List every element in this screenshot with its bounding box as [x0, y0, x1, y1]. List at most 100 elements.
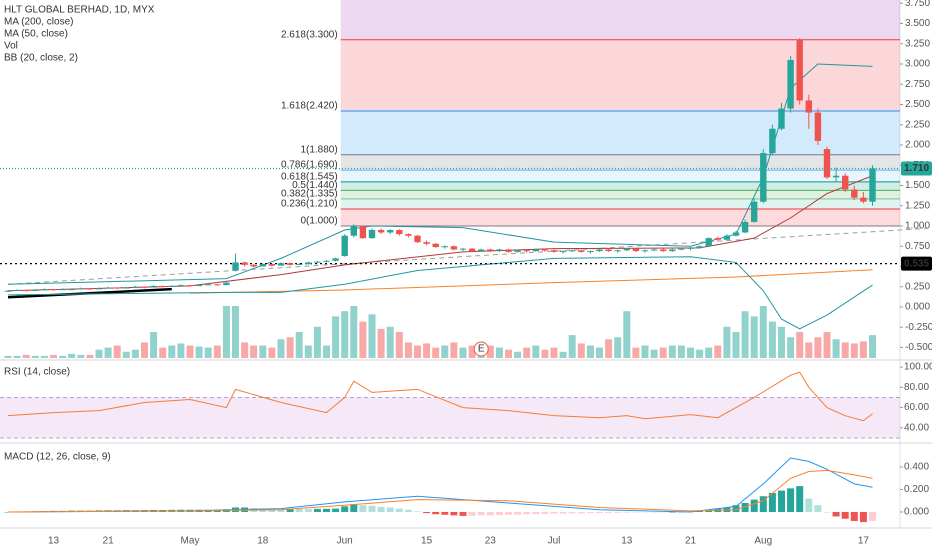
macd-histogram-bar — [495, 511, 503, 516]
candle-body — [569, 250, 576, 252]
candle-body — [869, 168, 876, 202]
candle-body — [4, 290, 12, 292]
volume-bar — [614, 337, 622, 358]
candle-body — [104, 287, 112, 289]
volume-bar — [95, 349, 103, 358]
volume-bar — [159, 347, 167, 358]
volume-bar — [177, 343, 185, 358]
macd-histogram-bar — [432, 511, 440, 515]
candle-body — [95, 288, 103, 290]
volume-bar — [687, 347, 694, 358]
y-tick-label: 3.250 — [905, 38, 930, 49]
pane-title: RSI (14, close) — [4, 367, 70, 378]
y-tick-label: -0.500 — [905, 342, 932, 353]
y-tick-label: 1.250 — [905, 200, 930, 211]
candle-body — [823, 149, 831, 178]
candle-body — [68, 289, 75, 291]
candle-body — [132, 286, 139, 288]
candle-body — [814, 112, 822, 141]
macd-histogram-bar — [304, 509, 312, 512]
macd-histogram-bar — [850, 511, 858, 521]
fib-label: 0.618(1.545) — [281, 171, 338, 182]
candle-body — [250, 264, 257, 267]
fib-label: 1(1.880) — [300, 144, 337, 155]
volume-bar — [195, 346, 203, 358]
candle-body — [432, 243, 439, 248]
macd-histogram-bar — [486, 511, 494, 516]
y-tick-label: -0.250 — [905, 322, 932, 333]
volume-bar — [495, 347, 503, 358]
x-tick-label: Aug — [754, 536, 772, 547]
macd-histogram-bar — [750, 499, 758, 512]
volume-bar — [714, 345, 722, 358]
macd-histogram-bar — [350, 504, 358, 512]
fib-zone — [340, 181, 900, 191]
y-tick-label: 1.500 — [905, 180, 930, 191]
volume-bar — [122, 351, 130, 358]
volume-bar — [523, 347, 531, 358]
volume-bar — [450, 342, 458, 358]
x-tick-label: Jun — [337, 536, 353, 547]
macd-line — [7, 469, 873, 513]
volume-bar — [77, 354, 85, 358]
candle-body — [578, 250, 585, 252]
candle-body — [496, 249, 503, 251]
volume-bar — [641, 345, 649, 358]
macd-histogram-bar — [696, 510, 704, 512]
volume-bar — [814, 337, 822, 358]
candle-body — [641, 250, 649, 252]
volume-bar — [586, 345, 594, 358]
macd-histogram-bar — [741, 502, 749, 512]
candle-body — [778, 108, 785, 129]
rsi-band — [0, 397, 900, 438]
candle-body — [59, 289, 66, 291]
volume-bar — [232, 306, 239, 358]
y-tick-label: 3.500 — [905, 18, 930, 29]
macd-histogram-bar — [586, 511, 594, 514]
volume-bar — [723, 326, 731, 358]
candle-body — [277, 263, 285, 266]
indicator-label: MA (200, close) — [4, 17, 73, 28]
volume-bar — [505, 349, 512, 358]
macd-histogram-bar — [505, 511, 512, 515]
x-tick-label: 13 — [621, 536, 633, 547]
volume-bar — [359, 321, 367, 358]
candle-body — [478, 249, 485, 252]
volume-bar — [568, 335, 576, 358]
volume-bar — [486, 345, 494, 358]
indicator-label: BB (20, close, 2) — [4, 53, 78, 64]
macd-histogram-bar — [395, 508, 403, 512]
volume-bar — [68, 353, 76, 358]
candle-body — [305, 262, 312, 265]
candle-body — [314, 261, 321, 263]
fib-label: 0(1.000) — [300, 216, 337, 227]
volume-bar — [796, 332, 804, 358]
candle-body — [505, 249, 512, 252]
volume-bar — [732, 332, 740, 358]
macd-histogram-bar — [605, 511, 613, 513]
volume-bar — [222, 306, 230, 358]
volume-bar — [805, 342, 813, 358]
y-tick-label: 3.750 — [905, 0, 930, 9]
y-tick-label: 0.250 — [905, 281, 930, 292]
candle-body — [459, 248, 467, 250]
candle-body — [177, 285, 185, 287]
y-tick-label: 60.00 — [904, 402, 929, 413]
candle-body — [296, 264, 303, 266]
volume-bar — [468, 345, 476, 358]
volume-bar — [623, 311, 631, 358]
macd-histogram-bar — [423, 511, 431, 514]
candle-body — [259, 264, 266, 267]
volume-bar — [323, 345, 330, 358]
candle-body — [41, 289, 48, 291]
macd-histogram-bar — [632, 511, 640, 513]
volume-bar — [787, 337, 795, 358]
volume-bar — [677, 345, 685, 358]
fib-zone — [340, 190, 900, 199]
volume-bar — [213, 345, 221, 358]
volume-bar — [268, 347, 276, 358]
candle-body — [286, 263, 294, 265]
candle-body — [223, 282, 230, 286]
macd-histogram-bar — [550, 511, 558, 514]
volume-bar — [259, 345, 267, 358]
